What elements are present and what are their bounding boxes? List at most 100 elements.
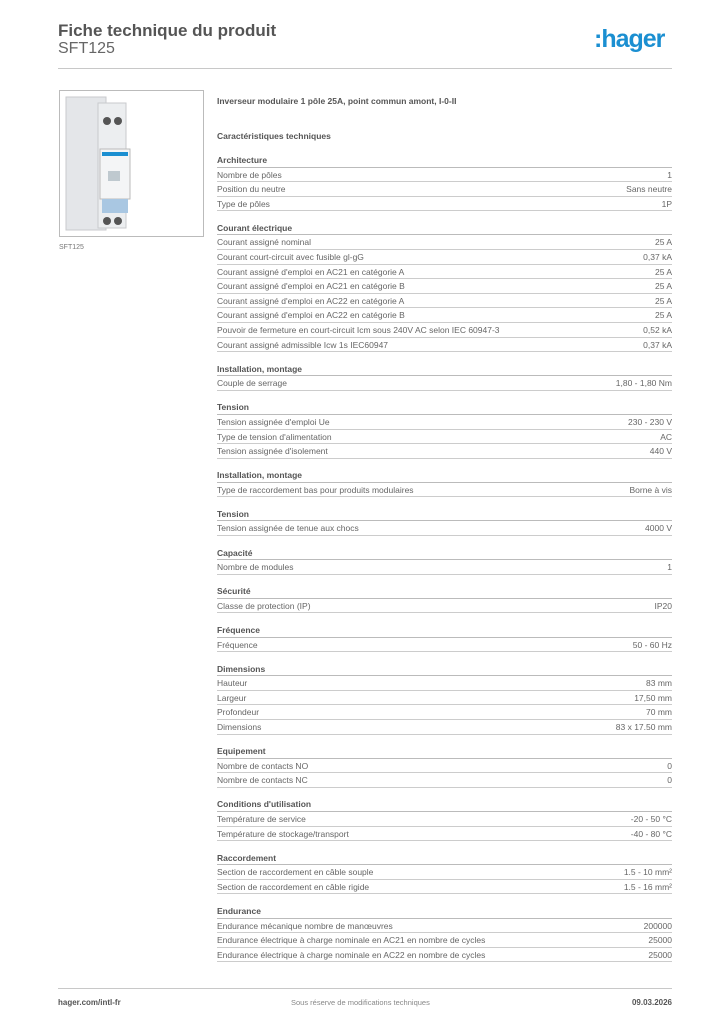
page-title: Fiche technique du produit xyxy=(58,21,277,40)
spec-label: Température de stockage/transport xyxy=(217,828,349,839)
spec-section: Sécurité Classe de protection (IP) IP20 xyxy=(217,584,672,614)
spec-label: Section de raccordement en câble rigide xyxy=(217,881,370,892)
section-title: Capacité xyxy=(217,546,672,561)
spec-label: Nombre de contacts NC xyxy=(217,775,308,786)
section-title: Architecture xyxy=(217,153,672,168)
spec-label: Profondeur xyxy=(217,707,260,718)
spec-section: Conditions d'utilisation Température de s… xyxy=(217,797,672,842)
spec-row: Pouvoir de fermeture en court-circuit Ic… xyxy=(217,323,672,338)
spec-row: Nombre de modules 1 xyxy=(217,560,672,575)
section-title: Conditions d'utilisation xyxy=(217,797,672,812)
spec-label: Tension assignée d'emploi Ue xyxy=(217,416,330,427)
spec-value: 1,80 - 1,80 Nm xyxy=(615,378,672,389)
spec-label: Position du neutre xyxy=(217,184,286,195)
section-title: Raccordement xyxy=(217,851,672,866)
section-title: Endurance xyxy=(217,904,672,919)
spec-value: 1 xyxy=(667,562,672,573)
footer-website[interactable]: hager.com/intl-fr xyxy=(58,998,121,1007)
spec-value: IP20 xyxy=(654,600,673,611)
section-title: Installation, montage xyxy=(217,362,672,377)
spec-label: Section de raccordement en câble souple xyxy=(217,867,374,878)
spec-value: Sans neutre xyxy=(626,184,672,195)
spec-row: Position du neutre Sans neutre xyxy=(217,182,672,197)
spec-value: 83 mm xyxy=(646,678,672,689)
spec-row: Endurance électrique à charge nominale e… xyxy=(217,933,672,948)
spec-label: Type de raccordement bas pour produits m… xyxy=(217,484,414,495)
spec-value: 0 xyxy=(667,760,672,771)
spec-section: Tension Tension assignée d'emploi Ue 230 -… xyxy=(217,400,672,459)
spec-section: Raccordement Section de raccordement en c… xyxy=(217,851,672,895)
spec-row: Température de service -20 - 50 °C xyxy=(217,812,672,827)
spec-label: Pouvoir de fermeture en court-circuit Ic… xyxy=(217,324,500,335)
spec-value: 1.5 - 10 mm² xyxy=(623,867,672,878)
section-title: Fréquence xyxy=(217,623,672,638)
hager-logo: :hager xyxy=(594,25,665,53)
spec-value: 25000 xyxy=(648,935,672,946)
spec-value: 0,37 kA xyxy=(643,251,672,262)
footer-divider xyxy=(58,988,672,989)
spec-row: Tension assignée de tenue aux chocs 4000 … xyxy=(217,521,672,537)
product-description: Inverseur modulaire 1 pôle 25A, point co… xyxy=(217,96,457,106)
spec-label: Nombre de pôles xyxy=(217,169,282,180)
spec-value: 83 x 17.50 mm xyxy=(615,722,672,732)
spec-label: Type de pôles xyxy=(217,198,270,209)
image-caption: SFT125 xyxy=(59,244,84,251)
spec-row: Classe de protection (IP) IP20 xyxy=(217,599,672,614)
spec-row: Largeur 17,50 mm xyxy=(217,691,672,706)
section-title: Sécurité xyxy=(217,584,672,599)
spec-row: Courant assigné d'emploi en AC22 en caté… xyxy=(217,294,672,309)
section-title: Courant électrique xyxy=(217,221,672,236)
spec-section: Endurance Endurance mécanique nombre de m… xyxy=(217,904,672,963)
spec-label: Température de service xyxy=(217,813,306,824)
spec-value: 17,50 mm xyxy=(634,692,672,703)
spec-row: Profondeur 70 mm xyxy=(217,705,672,720)
spec-label: Type de tension d'alimentation xyxy=(217,431,332,442)
spec-row: Courant court-circuit avec fusible gl-gG… xyxy=(217,250,672,265)
spec-row: Nombre de contacts NC 0 xyxy=(217,773,672,788)
spec-value: 0,52 kA xyxy=(643,324,672,335)
spec-label: Courant assigné admissible Icw 1s IEC609… xyxy=(217,339,389,350)
spec-row: Courant assigné d'emploi en AC21 en caté… xyxy=(217,265,672,280)
spec-value: -20 - 50 °C xyxy=(630,813,672,824)
spec-value: 25 A xyxy=(654,237,672,248)
spec-label: Fréquence xyxy=(217,639,258,650)
spec-row: Hauteur 83 mm xyxy=(217,676,672,691)
spec-label: Courant assigné d'emploi en AC22 en caté… xyxy=(217,295,405,306)
section-title: Dimensions xyxy=(217,662,672,677)
spec-value: -40 - 80 °C xyxy=(630,828,672,839)
spec-section: Dimensions Hauteur 83 mm Largeur 17,50 mm Pro… xyxy=(217,662,672,735)
product-reference: SFT125 xyxy=(58,40,115,57)
spec-row: Nombre de pôles 1 xyxy=(217,168,672,183)
spec-row: Section de raccordement en câble souple 1… xyxy=(217,865,672,880)
spec-value: 4000 V xyxy=(645,523,672,534)
characteristics-title: Caractéristiques techniques xyxy=(217,131,331,141)
spec-row: Courant assigné d'emploi en AC21 en caté… xyxy=(217,279,672,294)
spec-label: Endurance mécanique nombre de manœuvres xyxy=(217,920,393,931)
spec-label: Tension assignée de tenue aux chocs xyxy=(217,523,359,534)
modular-switch-illustration xyxy=(65,96,131,231)
spec-row: Fréquence 50 - 60 Hz xyxy=(217,638,672,653)
spec-row: Section de raccordement en câble rigide 1… xyxy=(217,880,672,895)
spec-label: Endurance électrique à charge nominale e… xyxy=(217,935,486,946)
spec-label: Courant court-circuit avec fusible gl-gG xyxy=(217,251,364,262)
section-title: Equipement xyxy=(217,744,672,759)
section-title: Installation, montage xyxy=(217,468,672,483)
footer-date: 09.03.2026 xyxy=(631,998,672,1007)
spec-section: Architecture Nombre de pôles 1 Position du … xyxy=(217,153,672,212)
spec-section: Equipement Nombre de contacts NO 0 Nombre d… xyxy=(217,744,672,788)
spec-value: 0 xyxy=(667,775,672,786)
spec-label: Classe de protection (IP) xyxy=(217,600,311,611)
spec-value: AC xyxy=(660,431,672,442)
spec-value: 25000 xyxy=(648,949,672,960)
section-title: Tension xyxy=(217,507,672,522)
spec-label: Couple de serrage xyxy=(217,378,287,389)
spec-value: 1 xyxy=(667,169,672,180)
spec-value: 25 A xyxy=(654,281,672,292)
spec-label: Courant assigné d'emploi en AC21 en caté… xyxy=(217,281,405,292)
spec-row: Tension assignée d'emploi Ue 230 - 230 V xyxy=(217,415,672,430)
spec-value: 1.5 - 16 mm² xyxy=(623,881,672,892)
spec-row: Température de stockage/transport -40 - 8… xyxy=(217,827,672,842)
spec-label: Largeur xyxy=(217,692,247,703)
spec-section: Fréquence Fréquence 50 - 60 Hz xyxy=(217,623,672,653)
spec-row: Courant assigné admissible Icw 1s IEC609… xyxy=(217,338,672,353)
